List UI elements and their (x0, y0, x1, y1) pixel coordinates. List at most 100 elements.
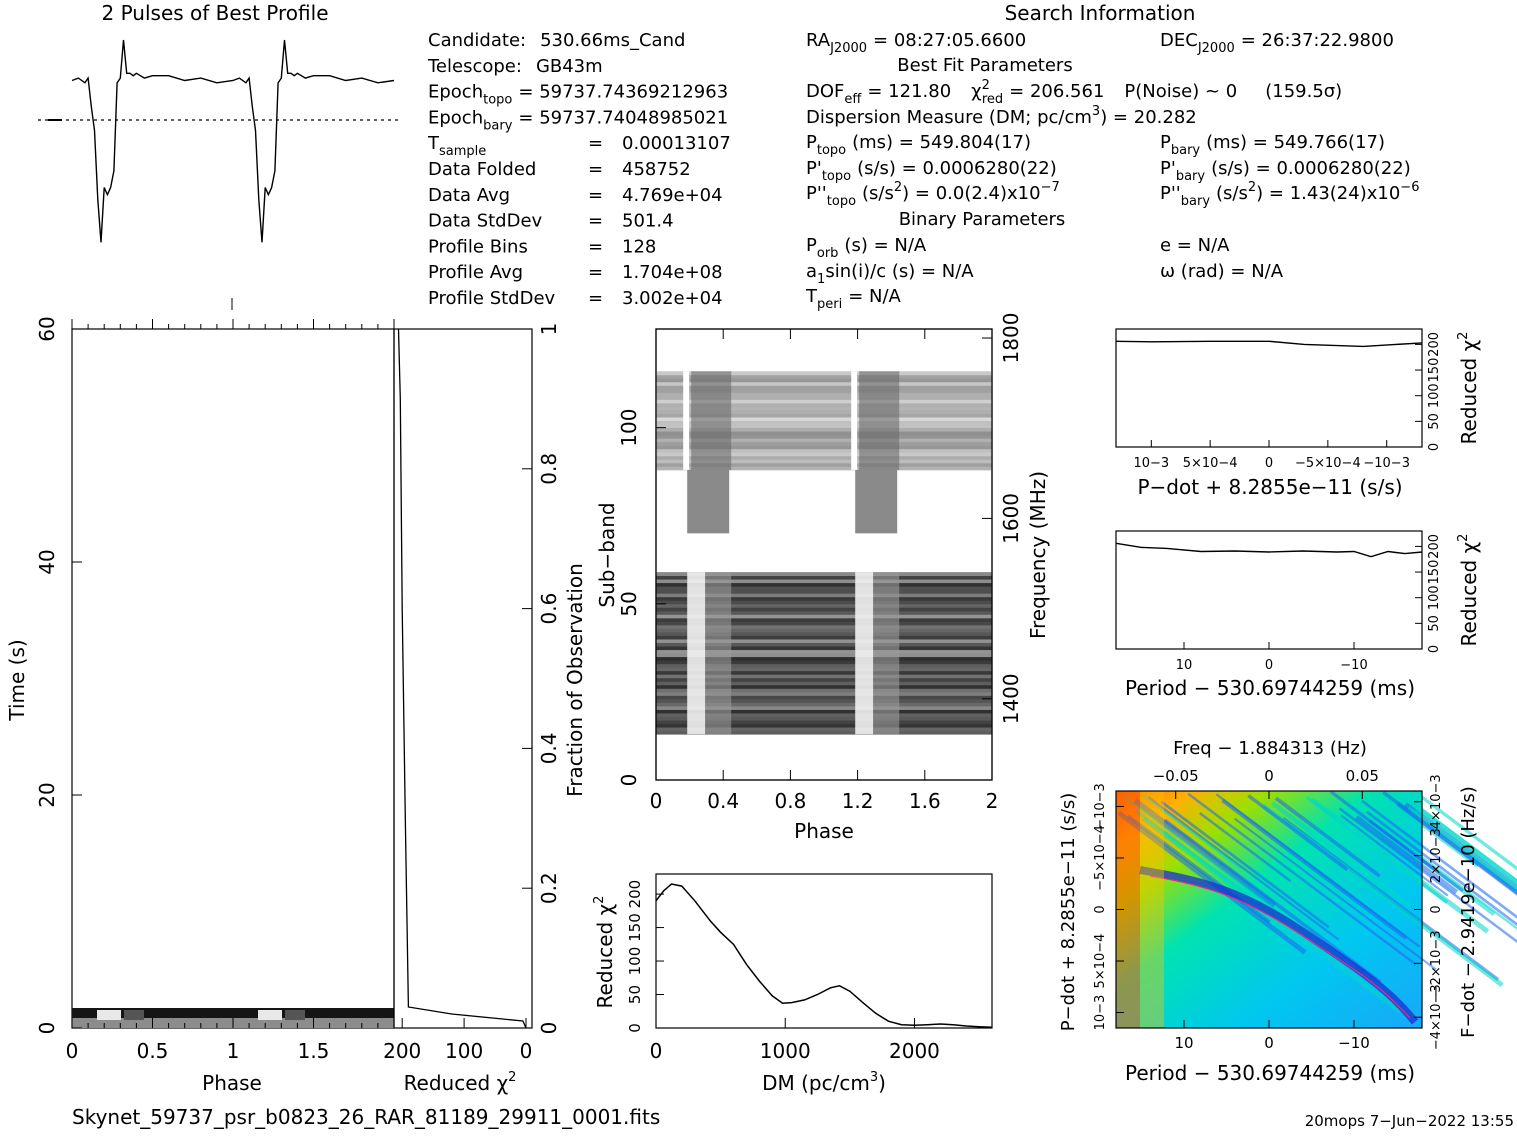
tp-ytick-label: 0 (35, 1022, 59, 1035)
ra-label: RA (806, 30, 831, 51)
dm-ytick-label: 200 (626, 880, 644, 909)
sb-row (656, 688, 992, 693)
sb-row (656, 691, 992, 696)
pp-xtick-label: −10 (1338, 1034, 1370, 1052)
sb-row (656, 413, 992, 418)
pp-stripe (1361, 799, 1517, 919)
sb-y2tick-label: 1400 (999, 673, 1023, 724)
sb-xtick-label: 1.2 (842, 789, 874, 813)
tp-ytick-label: 60 (35, 316, 59, 341)
sb-row (656, 632, 992, 636)
ct-ytick-label: 0 (537, 1022, 561, 1035)
asini-value: sin(i)/c (s) = N/A (825, 261, 974, 282)
pp-xtick-label: 0 (1264, 1034, 1274, 1052)
chi-line (1115, 542, 1423, 558)
chi-xtick-label: 10−3 (1133, 456, 1169, 471)
tperi-label: T (805, 286, 818, 307)
sb-row (656, 459, 992, 464)
dec-sub: J2000 (1197, 41, 1235, 56)
pddbary-value2: ) = 1.43(24)x10 (1256, 183, 1400, 204)
dm-ytick-label: 50 (626, 985, 644, 1004)
pp-ytick-label: 5×10−4 (1093, 934, 1108, 989)
ra-sub: J2000 (829, 41, 867, 56)
chi-xtick-label: −5×10−4 (1295, 456, 1361, 471)
sb-row (656, 660, 992, 665)
dm-xtick-label: 2000 (889, 1039, 940, 1063)
svg-text:P''bary(s/s2) = 1.43(24)x10−6: P''bary (s/s2) = 1.43(24)x10−6 (1160, 180, 1419, 209)
sb-row (656, 395, 992, 400)
sb-pulse-column (687, 469, 730, 534)
sb-row (656, 445, 992, 450)
sb-row (656, 452, 992, 457)
pp-stripe (1221, 798, 1408, 940)
sb-row (656, 462, 992, 467)
sb-row (656, 639, 992, 643)
chi-ytick-label: 50 (1427, 615, 1442, 632)
pp-stripe (1355, 815, 1459, 895)
pddtopo-sub: topo (827, 194, 856, 209)
pdbary-sub: bary (1176, 169, 1206, 184)
dm-line (655, 883, 993, 1029)
svg-text:Tperi= N/A: Tperi = N/A (805, 286, 902, 312)
svg-text:Ptopo(ms) = 549.804(17): Ptopo (ms) = 549.804(17) (806, 132, 1031, 158)
info-left-value: 4.769e+04 (622, 185, 723, 206)
search-title: Search Information (1005, 1, 1196, 25)
sb-row (656, 596, 992, 601)
ct-xlabel: Reduced χ2 (404, 1070, 517, 1095)
sb-row (656, 575, 992, 580)
pp-stripe (1382, 790, 1517, 895)
dof-sub: eff (844, 92, 862, 107)
sb-row (656, 417, 992, 422)
sb-row (656, 667, 992, 672)
sb-ylabel: Sub−band (595, 502, 619, 607)
chi-time-panel: 200 100 00 0.2 0.4 0.6 0.8 1 Reduced χ2 Fractio… (383, 323, 587, 1095)
sb-row (656, 420, 992, 425)
pp-stripe (1274, 796, 1381, 878)
tp-xtick-label: 0 (66, 1039, 79, 1063)
chi-xtick-label: −10 (1340, 658, 1367, 673)
pp-stripe (1386, 797, 1479, 868)
dec-value: = 26:37:22.9800 (1241, 30, 1394, 51)
sb-row (656, 410, 992, 414)
pd-xlabel: P−dot + 8.2855e−11 (s/s) (1137, 475, 1402, 499)
sb-row (656, 434, 992, 439)
info-left-row: Profile StdDev (428, 288, 556, 309)
sb-row (656, 431, 992, 436)
sb-row (656, 614, 992, 619)
pp-xlabel: Period − 530.69744259 (ms) (1125, 1061, 1415, 1085)
chi-ytick-label: 150 (1427, 560, 1442, 585)
footer-stamp: 20mops 7−Jun−2022 13:55 (1305, 1112, 1514, 1130)
info-left-row: Data Folded (428, 159, 536, 180)
sb-pulse-column (683, 371, 690, 470)
ct-ytick-label: 0.2 (537, 872, 561, 904)
pdtopo-sub: topo (822, 169, 851, 184)
tperi-value: = N/A (848, 286, 901, 307)
sb-xtick-label: 0.4 (707, 789, 739, 813)
pdbary-label: P' (1160, 158, 1176, 179)
chi-ytick-label: 100 (1427, 585, 1442, 610)
dm-frame (655, 873, 993, 1029)
tp-xtick-label: 1.5 (298, 1039, 330, 1063)
chi-xtick-label: 5×10−4 (1183, 456, 1238, 471)
info-left-value: 458752 (622, 159, 691, 180)
pddtopo-value: (s/s (862, 183, 894, 204)
sb-row (656, 406, 992, 411)
sb-row (656, 586, 992, 591)
pbary-value: (ms) = 549.766(17) (1206, 132, 1385, 153)
sb-row (656, 727, 992, 732)
ct-ytick-label: 0.8 (537, 453, 561, 485)
pp-y2tick-label: −2×10−3 (1429, 930, 1444, 996)
chi-ytick-label: 200 (1427, 534, 1442, 559)
pp-ridge (1139, 866, 1419, 1025)
pp-ytick-label: 10−3 (1093, 995, 1108, 1031)
sb-row (656, 635, 992, 640)
pp-stripe (1338, 807, 1517, 944)
sb-y2label: Frequency (MHz) (1026, 471, 1050, 639)
porb-value: (s) = N/A (844, 235, 926, 256)
svg-text:Pbary(ms) = 549.766(17): Pbary (ms) = 549.766(17) (1160, 132, 1385, 158)
svg-text:RAJ2000= 08:27:05.6600: RAJ2000 = 08:27:05.6600 (806, 30, 1026, 56)
sb-row (656, 402, 992, 407)
